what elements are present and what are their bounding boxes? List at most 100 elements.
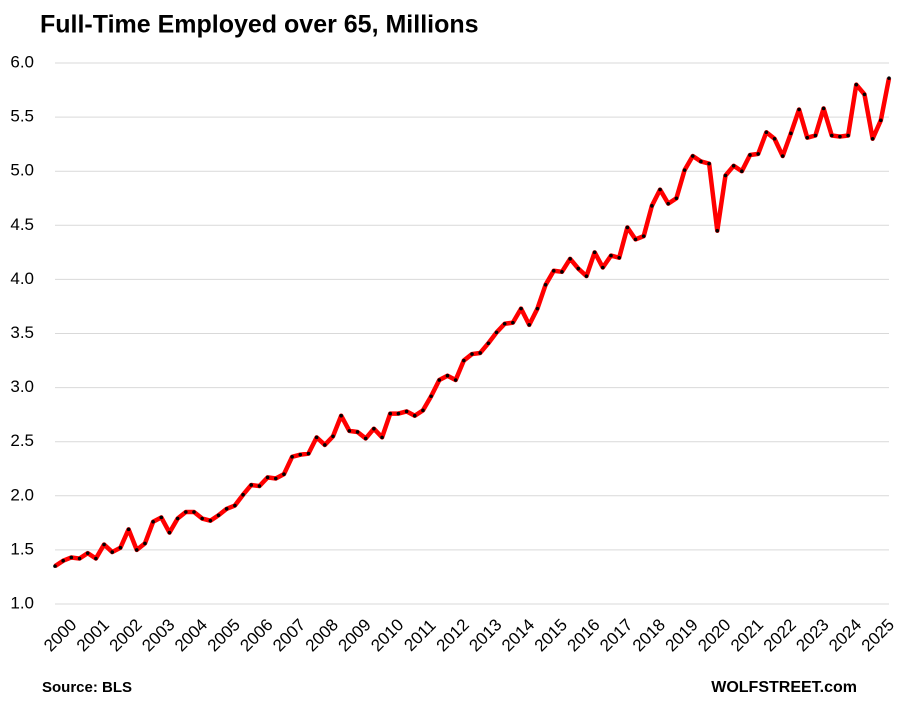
data-point <box>363 436 368 441</box>
data-point <box>838 134 842 139</box>
y-tick-label: 3.0 <box>10 377 34 396</box>
data-point <box>576 266 581 271</box>
x-tick-label: 2003 <box>138 615 178 655</box>
data-point <box>257 484 262 488</box>
data-point <box>805 135 810 140</box>
y-tick-label: 4.0 <box>10 269 34 288</box>
x-tick-label: 2006 <box>236 615 276 655</box>
x-tick-label: 2023 <box>792 615 832 655</box>
data-point <box>249 483 254 487</box>
data-point <box>780 154 785 158</box>
data-point <box>151 519 155 524</box>
data-point <box>314 435 319 440</box>
data-point <box>77 556 82 561</box>
x-tick-label: 2010 <box>367 615 407 655</box>
data-point <box>797 107 801 112</box>
x-tick-label: 2001 <box>73 615 113 655</box>
data-point <box>551 268 556 273</box>
data-point <box>478 351 482 355</box>
data-line <box>53 77 892 569</box>
data-point <box>789 131 793 136</box>
data-point <box>715 228 720 233</box>
y-tick-label: 3.5 <box>10 323 34 342</box>
x-tick-label: 2022 <box>760 615 800 655</box>
data-point <box>167 530 172 535</box>
data-point <box>666 201 671 206</box>
x-tick-label: 2016 <box>563 615 603 655</box>
data-point <box>61 558 65 563</box>
x-tick-label: 2021 <box>727 615 767 655</box>
data-point <box>339 413 343 418</box>
x-tick-label: 2019 <box>662 615 702 655</box>
y-tick-label: 2.5 <box>10 431 34 450</box>
data-point <box>53 564 57 568</box>
data-point <box>764 130 769 135</box>
data-point <box>641 234 646 238</box>
x-tick-label: 2013 <box>465 615 505 655</box>
x-tick-label: 2000 <box>40 615 80 655</box>
y-tick-label: 1.5 <box>10 539 34 558</box>
data-point <box>175 516 180 521</box>
data-point <box>519 306 523 311</box>
data-point <box>445 373 450 378</box>
credit: WOLFSTREET.com <box>711 679 857 696</box>
x-tick-label: 2017 <box>596 615 636 655</box>
data-point <box>813 133 818 138</box>
data-point <box>110 550 115 554</box>
data-point <box>887 76 891 80</box>
data-point <box>601 265 605 270</box>
data-point <box>143 541 147 546</box>
data-point <box>756 152 760 156</box>
source: Source: BLS <box>42 679 132 696</box>
data-point <box>380 435 384 440</box>
data-point <box>404 409 409 414</box>
data-point <box>772 136 777 141</box>
data-point <box>846 133 850 138</box>
data-point <box>617 255 621 260</box>
x-tick-label: 2020 <box>694 615 734 655</box>
data-point <box>69 555 74 560</box>
data-point <box>192 510 196 514</box>
data-point <box>592 250 597 255</box>
y-tick-label: 2.0 <box>10 485 34 504</box>
x-tick-label: 2005 <box>204 615 244 655</box>
data-point <box>233 503 237 508</box>
data-point <box>625 225 630 230</box>
data-point <box>723 173 728 178</box>
y-tick-label: 4.5 <box>10 215 34 234</box>
data-point <box>437 378 442 382</box>
data-point <box>854 82 859 87</box>
data-point <box>879 118 883 123</box>
data-point <box>674 196 679 201</box>
data-point <box>453 378 458 382</box>
y-tick-label: 5.5 <box>10 107 34 126</box>
data-point <box>102 542 106 547</box>
data-point <box>298 452 303 457</box>
x-tick-label: 2007 <box>269 615 309 655</box>
x-tick-label: 2002 <box>106 615 146 655</box>
data-point <box>568 257 572 261</box>
data-point <box>159 515 164 520</box>
data-point <box>462 358 466 363</box>
x-tick-label: 2014 <box>498 615 538 655</box>
x-tick-label: 2004 <box>171 615 211 655</box>
x-tick-label: 2012 <box>433 615 473 655</box>
data-point <box>731 163 736 168</box>
data-point <box>94 556 98 561</box>
data-point <box>609 253 613 258</box>
data-point <box>118 545 123 550</box>
data-point <box>527 323 532 327</box>
y-tick-label: 1.0 <box>10 593 34 612</box>
x-tick-label: 2018 <box>629 615 669 655</box>
x-tick-label: 2024 <box>825 615 865 655</box>
data-point <box>184 510 188 514</box>
data-point <box>282 472 286 476</box>
data-point <box>502 321 507 326</box>
data-point <box>470 352 474 356</box>
data-point <box>372 426 376 431</box>
data-point <box>429 394 433 399</box>
data-point <box>740 169 744 173</box>
data-point <box>265 475 270 480</box>
data-point <box>543 283 548 287</box>
